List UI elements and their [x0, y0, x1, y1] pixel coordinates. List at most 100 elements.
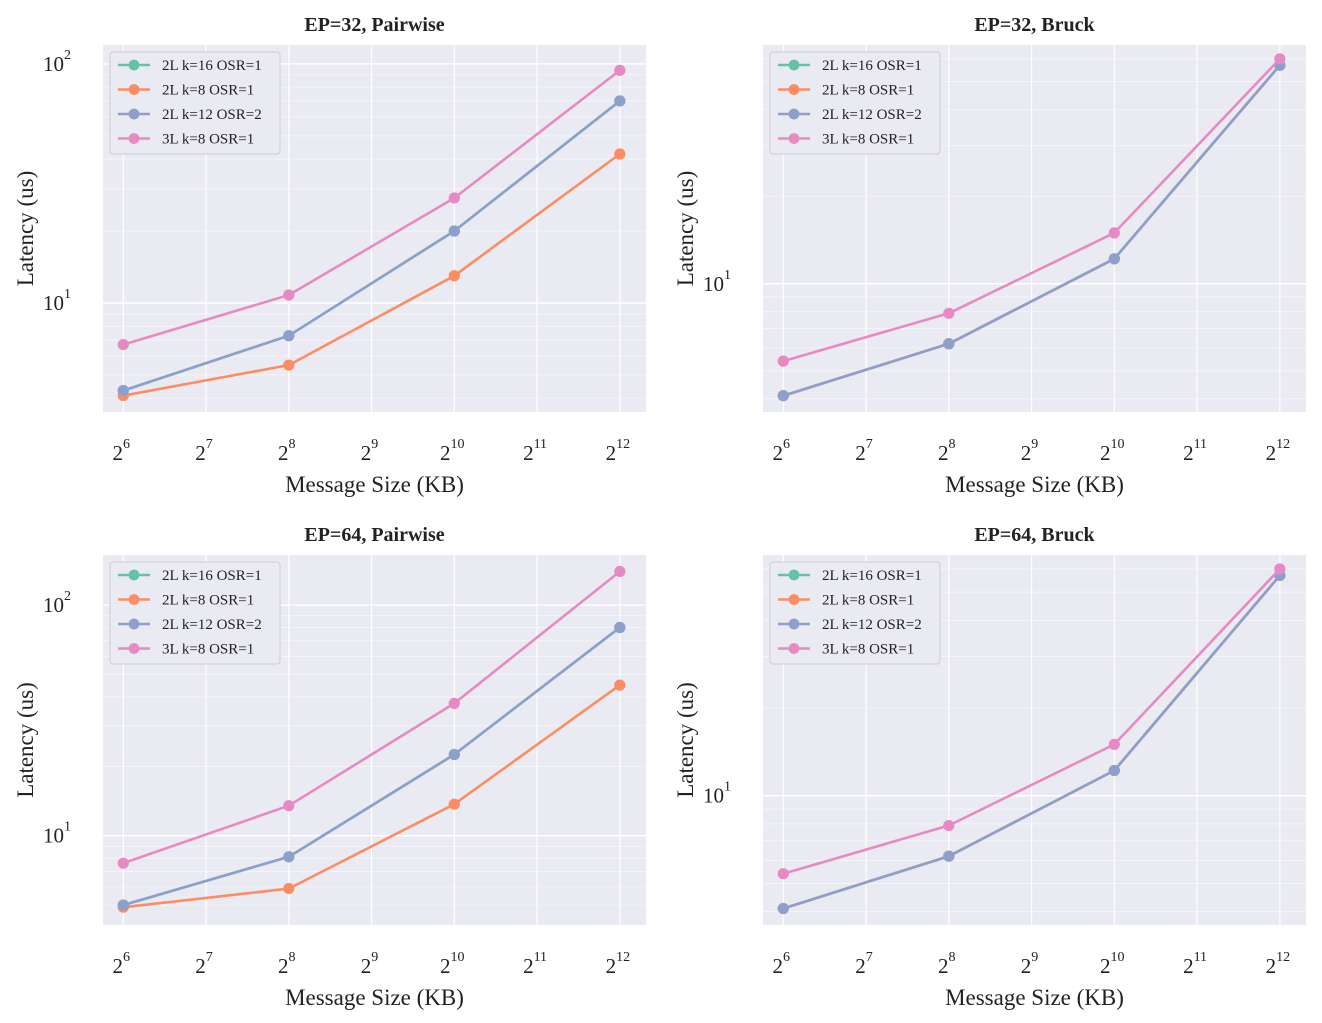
- legend-marker: [128, 594, 140, 605]
- data-point: [1274, 563, 1286, 575]
- data-point: [117, 385, 129, 397]
- series-line: [782, 64, 1281, 397]
- legend-label: 2L k=8 OSR=1: [162, 593, 254, 609]
- legend-marker: [788, 133, 800, 144]
- legend-label: 2L k=16 OSR=1: [162, 568, 262, 584]
- data-point: [614, 64, 626, 76]
- panel-2: 26 27 28 29 210 211 212 101 EP=32, Bruck Message …: [673, 14, 1306, 497]
- x-tick-label: 210: [1100, 437, 1125, 465]
- data-point: [614, 95, 626, 107]
- data-point: [943, 338, 955, 350]
- legend-label: 2L k=12 OSR=2: [822, 107, 922, 123]
- panel-4: 26 27 28 29 210 211 212 101 EP=64, Bruck Message …: [673, 524, 1306, 1010]
- legend-marker: [128, 618, 140, 630]
- x-tick-label: 27: [195, 437, 213, 465]
- data-point: [448, 270, 460, 282]
- x-tick-label: 27: [855, 437, 873, 465]
- series-line: [122, 626, 621, 907]
- series-line: [122, 99, 621, 392]
- legend-box: [769, 51, 941, 155]
- x-tick-label: 28: [278, 950, 296, 978]
- x-tick-label: 211: [523, 437, 547, 465]
- y-axis-label: Latency (us): [673, 171, 698, 287]
- legend-marker: [788, 59, 800, 71]
- legend-box: [769, 561, 941, 665]
- legend-label: 3L k=8 OSR=1: [822, 642, 914, 658]
- legend-marker: [128, 59, 140, 71]
- panel-title: EP=32, Bruck: [974, 14, 1095, 36]
- legend-marker: [128, 133, 140, 144]
- data-point: [777, 868, 789, 880]
- legend-label: 2L k=8 OSR=1: [822, 593, 914, 609]
- y-tick-label: 101: [43, 287, 71, 315]
- series-line: [123, 684, 621, 909]
- legend-label: 2L k=16 OSR=1: [822, 568, 922, 584]
- data-point: [448, 748, 460, 761]
- x-tick-label: 210: [440, 437, 465, 465]
- y-tick-label: 102: [43, 589, 71, 617]
- panel-title: EP=32, Pairwise: [304, 14, 444, 36]
- data-point: [614, 565, 626, 578]
- data-point: [117, 899, 129, 911]
- data-point: [448, 192, 460, 204]
- legend-box: [109, 561, 281, 665]
- y-axis-label: Latency (us): [13, 682, 38, 798]
- series-line: [782, 574, 1281, 910]
- legend-marker: [788, 643, 800, 654]
- legend-label: 3L k=8 OSR=1: [162, 132, 254, 148]
- x-tick-label: 212: [1266, 437, 1291, 465]
- x-tick-label: 212: [606, 437, 631, 465]
- x-tick-label: 28: [278, 437, 296, 465]
- legend-marker: [128, 643, 140, 654]
- x-tick-label: 210: [1100, 950, 1125, 978]
- panel-3: 26 27 28 29 210 211 212 101 102 EP=64, Pairwise Me…: [13, 524, 646, 1010]
- data-point: [117, 338, 129, 351]
- data-point: [283, 359, 295, 371]
- panel-1: 26 27 28 29 210 211 212 101 102 EP=32, Pairwise Me…: [13, 14, 646, 497]
- data-point: [448, 225, 460, 237]
- data-point: [943, 307, 955, 319]
- x-tick-label: 211: [1183, 437, 1207, 465]
- legend-label: 3L k=8 OSR=1: [162, 642, 254, 658]
- data-point: [1108, 738, 1120, 750]
- x-tick-label: 211: [523, 950, 547, 978]
- x-tick-label: 28: [938, 437, 956, 465]
- data-point: [614, 148, 626, 160]
- data-point: [283, 800, 295, 812]
- x-tick-label: 27: [195, 950, 213, 978]
- data-point: [614, 679, 626, 691]
- x-tick-label: 211: [1183, 950, 1207, 978]
- x-tick-label: 29: [361, 950, 379, 978]
- y-axis-label: Latency (us): [673, 682, 698, 798]
- x-tick-label: 26: [773, 437, 791, 465]
- data-point: [448, 697, 460, 709]
- x-tick-label: 26: [773, 950, 791, 978]
- legend-label: 2L k=16 OSR=1: [822, 58, 922, 74]
- y-tick-label: 101: [703, 268, 731, 296]
- legend-label: 2L k=16 OSR=1: [162, 58, 262, 74]
- legend-marker: [128, 569, 140, 581]
- data-point: [1274, 53, 1286, 65]
- data-point: [1108, 253, 1120, 265]
- series-line: [782, 568, 1281, 875]
- legend-label: 2L k=12 OSR=2: [162, 617, 262, 633]
- x-tick-label: 27: [855, 950, 873, 978]
- panel-title: EP=64, Bruck: [974, 524, 1095, 546]
- y-tick-label: 101: [43, 820, 71, 848]
- legend-marker: [788, 618, 800, 630]
- x-tick-label: 26: [113, 437, 131, 465]
- series-line: [123, 152, 621, 397]
- panel-title: EP=64, Pairwise: [304, 524, 444, 546]
- data-point: [283, 330, 295, 342]
- legend-label: 3L k=8 OSR=1: [822, 132, 914, 148]
- data-point: [448, 798, 460, 810]
- data-point: [117, 857, 129, 869]
- x-tick-label: 29: [361, 437, 379, 465]
- legend-label: 2L k=8 OSR=1: [162, 83, 254, 99]
- data-point: [283, 289, 295, 301]
- legend-marker: [788, 108, 800, 120]
- legend-marker: [788, 569, 800, 581]
- y-tick-label: 101: [703, 780, 731, 808]
- series-line: [122, 570, 621, 865]
